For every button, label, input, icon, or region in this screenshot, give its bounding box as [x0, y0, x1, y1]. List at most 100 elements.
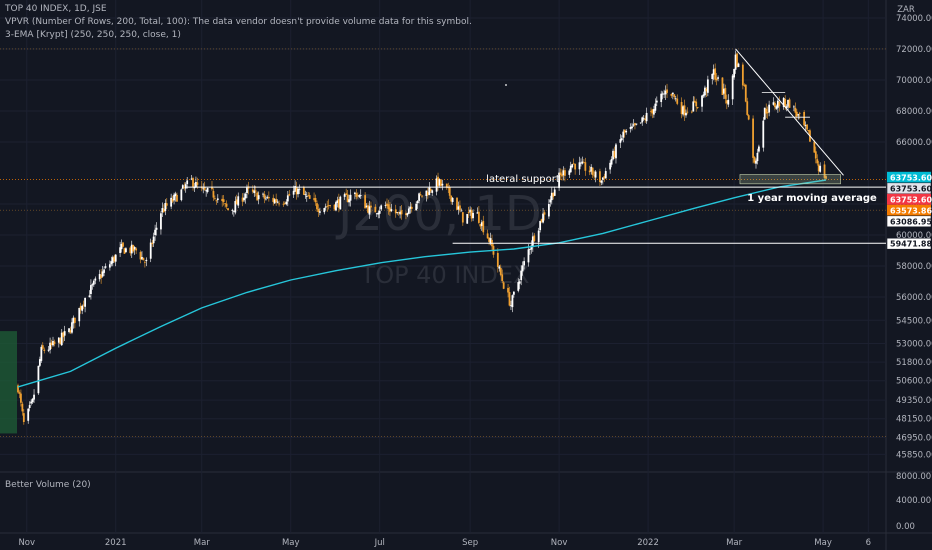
candle-body [425, 190, 428, 196]
candle-body [507, 287, 509, 293]
candle-body [49, 342, 51, 350]
candle-body [59, 338, 62, 345]
candle-body [785, 106, 788, 109]
candle-body [695, 101, 698, 107]
candle-body [40, 346, 43, 361]
candle-body [43, 349, 46, 351]
candle-body [135, 248, 138, 251]
candle-body [234, 201, 237, 213]
candle-body [222, 199, 225, 202]
candle-body [367, 205, 369, 213]
candle-body [349, 194, 352, 201]
candle-body [778, 101, 781, 107]
candle-body [394, 209, 397, 214]
candle-body [539, 220, 542, 231]
candle-body [553, 189, 556, 196]
candle-body [104, 266, 107, 268]
vpvr-legend[interactable]: VPVR (Number Of Rows, 200, Total, 100): … [5, 17, 472, 27]
candle-body [275, 198, 278, 203]
candle-body [162, 209, 165, 213]
candle-body [477, 211, 480, 223]
candle-body [660, 93, 663, 103]
candle-body [380, 205, 383, 210]
candle-body [295, 186, 298, 195]
time-axis[interactable]: Nov 2021 Mar May Jul Sep Nov 2022 Mar May 6 [18, 538, 871, 548]
candle-body [122, 242, 124, 247]
candle-body [176, 194, 178, 202]
candle-body [578, 162, 581, 170]
ema-legend[interactable]: 3-EMA [Krypt] (250, 250, 250, close, 1) [5, 30, 181, 40]
candle-body [170, 197, 173, 207]
chart-title: TOP 40 INDEX, 1D, JSE [5, 4, 107, 14]
downtrend-line [735, 48, 844, 176]
candle-body [282, 203, 285, 205]
candle-body [60, 332, 63, 346]
candle-body [161, 208, 164, 213]
candle-body [797, 114, 800, 116]
y-tick-label: 50600.00 [896, 377, 932, 387]
candle-body [582, 161, 585, 163]
candle-body [28, 405, 31, 408]
candle-body [612, 150, 614, 160]
candle-body [284, 202, 286, 204]
candle-body [152, 236, 155, 244]
candle-body [666, 89, 668, 93]
candle-body [533, 235, 536, 242]
candle-body [479, 224, 482, 227]
x-tick-label: 6 [866, 538, 871, 548]
candle-body [50, 342, 53, 345]
currency-label: ZAR [897, 5, 915, 15]
candle-body [387, 204, 390, 210]
candle-body [386, 203, 388, 207]
x-tick-label: 2022 [637, 538, 659, 548]
candle-body [314, 198, 317, 203]
candle-body [47, 349, 50, 351]
better-volume-legend[interactable]: Better Volume (20) [5, 480, 91, 490]
candle-body [114, 254, 117, 262]
candle-body [676, 98, 679, 104]
candle-body [451, 197, 454, 202]
candle-body [804, 125, 807, 126]
candle-body [705, 88, 708, 92]
candle-body [358, 195, 361, 197]
candle-body [774, 103, 776, 108]
candle-body [129, 247, 132, 254]
candle-body [133, 247, 136, 250]
candle-body [419, 194, 422, 196]
candle-body [241, 197, 244, 202]
candle-body [431, 190, 434, 193]
candle-body [731, 75, 734, 100]
candle-body [755, 160, 757, 164]
candle-body [782, 97, 785, 107]
candle-body [798, 112, 801, 114]
candle-body [319, 211, 321, 213]
candle-body [57, 337, 60, 343]
candle-body [814, 151, 817, 159]
candle-body [654, 103, 657, 111]
marker-dot [505, 84, 507, 86]
candle-body [696, 107, 699, 108]
watermark-name: TOP 40 INDEX [360, 261, 530, 289]
candle-body [359, 195, 362, 196]
candle-body [813, 141, 816, 153]
annotations: lateral support 1 year moving average [486, 174, 877, 204]
candle-body [622, 131, 625, 138]
candle-body [253, 190, 256, 194]
candle-body [213, 198, 216, 200]
candle-body [203, 186, 206, 190]
candle-body [438, 179, 441, 186]
candle-body [286, 195, 289, 202]
candle-body [704, 87, 706, 96]
price-label-text: 63753.60 [890, 195, 932, 204]
candle-body [130, 244, 133, 254]
price-label-box [887, 193, 931, 205]
candle-body [702, 94, 705, 97]
price-labels: 63753.60 63753.60 63753.60 63573.86 63086.95… [886, 171, 932, 250]
candle-body [21, 403, 24, 412]
candle-body [405, 213, 407, 216]
vpvr-bar [0, 331, 17, 434]
candle-body [591, 167, 594, 175]
price-label-box [887, 171, 931, 183]
candle-body [82, 304, 85, 306]
